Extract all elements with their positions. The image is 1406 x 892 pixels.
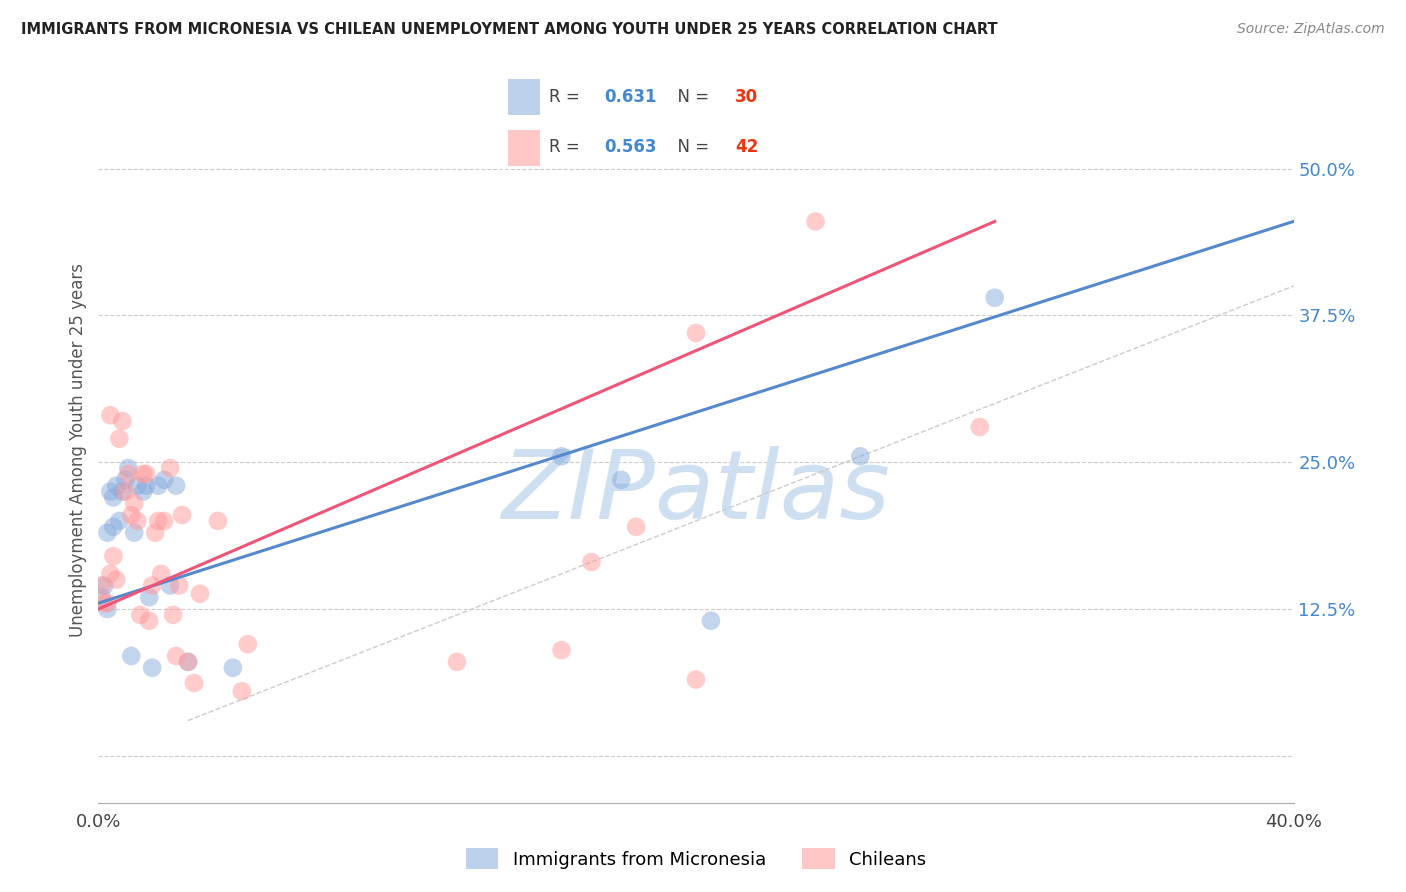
Point: [114, 484, 136, 499]
Point: [148, 514, 170, 528]
Point: [177, 655, 200, 669]
Point: [105, 478, 128, 492]
Point: [626, 520, 648, 534]
Point: [159, 461, 181, 475]
Point: [849, 450, 872, 464]
Bar: [508, 79, 540, 115]
Text: R =: R =: [550, 138, 585, 156]
Text: N =: N =: [668, 138, 714, 156]
Point: [98, 566, 122, 581]
Point: [148, 478, 170, 492]
Bar: [508, 130, 540, 166]
Point: [96, 602, 118, 616]
Point: [93, 578, 115, 592]
Point: [98, 409, 122, 423]
Point: [581, 555, 603, 569]
Text: IMMIGRANTS FROM MICRONESIA VS CHILEAN UNEMPLOYMENT AMONG YOUTH UNDER 25 YEARS CO: IMMIGRANTS FROM MICRONESIA VS CHILEAN UN…: [21, 22, 998, 37]
Text: Source: ZipAtlas.com: Source: ZipAtlas.com: [1237, 22, 1385, 37]
Point: [114, 473, 136, 487]
Point: [222, 661, 245, 675]
Point: [984, 291, 1007, 305]
Point: [165, 478, 187, 492]
Point: [132, 467, 155, 481]
Point: [141, 578, 163, 592]
Point: [135, 467, 157, 481]
Point: [108, 514, 131, 528]
Point: [120, 648, 142, 663]
Point: [117, 467, 139, 481]
Point: [685, 673, 707, 687]
Point: [172, 508, 194, 522]
Point: [188, 587, 211, 601]
Point: [610, 473, 633, 487]
Point: [103, 549, 125, 564]
Point: [103, 491, 125, 505]
Text: R =: R =: [550, 88, 585, 106]
Point: [120, 508, 142, 522]
Point: [162, 607, 184, 622]
Point: [98, 484, 122, 499]
Point: [153, 473, 176, 487]
Point: [177, 655, 200, 669]
Text: 30: 30: [735, 88, 758, 106]
Point: [207, 514, 229, 528]
Y-axis label: Unemployment Among Youth under 25 years: Unemployment Among Youth under 25 years: [69, 263, 87, 638]
Point: [231, 684, 253, 698]
Point: [96, 525, 118, 540]
Point: [111, 414, 134, 428]
Point: [105, 573, 128, 587]
Point: [93, 596, 115, 610]
Point: [141, 661, 163, 675]
Point: [96, 596, 118, 610]
Text: N =: N =: [668, 88, 714, 106]
Point: [236, 637, 259, 651]
Point: [183, 676, 205, 690]
Point: [90, 578, 112, 592]
Point: [90, 591, 112, 605]
Point: [127, 478, 149, 492]
Point: [550, 643, 572, 657]
Point: [700, 614, 723, 628]
Point: [124, 525, 146, 540]
Text: 0.631: 0.631: [605, 88, 657, 106]
Point: [108, 432, 131, 446]
Point: [167, 578, 190, 592]
Point: [159, 578, 181, 592]
Point: [150, 566, 173, 581]
Point: [138, 614, 160, 628]
Point: [550, 450, 572, 464]
Text: ZIPatlas: ZIPatlas: [502, 446, 890, 540]
Point: [685, 326, 707, 340]
Point: [124, 496, 146, 510]
Point: [446, 655, 468, 669]
Point: [111, 484, 134, 499]
Text: 42: 42: [735, 138, 759, 156]
Point: [127, 514, 149, 528]
Point: [143, 525, 166, 540]
Point: [117, 461, 139, 475]
Point: [804, 214, 827, 228]
Point: [165, 648, 187, 663]
Point: [138, 591, 160, 605]
Point: [135, 478, 157, 492]
Point: [103, 520, 125, 534]
Text: 0.563: 0.563: [605, 138, 657, 156]
Point: [129, 607, 152, 622]
Point: [969, 420, 991, 434]
Legend: Immigrants from Micronesia, Chileans: Immigrants from Micronesia, Chileans: [457, 839, 935, 879]
Point: [132, 484, 155, 499]
Point: [153, 514, 176, 528]
